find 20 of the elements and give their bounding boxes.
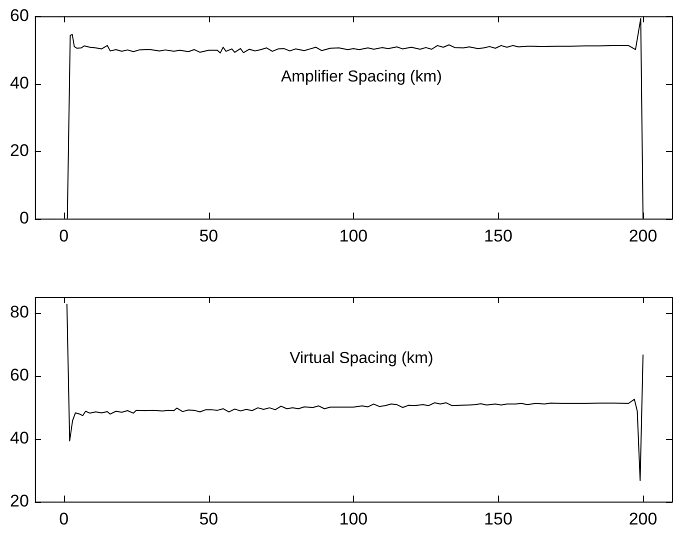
x-tick-label: 50 (199, 509, 218, 528)
x-tick-label: 50 (199, 226, 218, 246)
y-tick-label: 60 (10, 6, 29, 25)
text: Amplifier Spacing (km) (280, 68, 442, 86)
x-tick-label: 200 (628, 226, 658, 246)
y-tick-label: 20 (10, 491, 29, 510)
y-tick-label: 40 (10, 428, 29, 448)
x-tick-label: 200 (628, 509, 658, 528)
y-tick-label: 40 (10, 73, 29, 92)
y-tick-label: 80 (10, 302, 29, 322)
y-tick-label: 20 (10, 140, 29, 160)
x-tick-label: 0 (59, 509, 69, 528)
x-tick-label: 150 (484, 226, 512, 246)
x-tick-label: 100 (339, 509, 368, 528)
x-tick-label: 0 (59, 226, 69, 246)
x-tick-label: 100 (339, 226, 368, 246)
text: Virtual Spacing (km) (290, 350, 434, 367)
x-tick-label: 150 (484, 509, 512, 528)
y-tick-label: 0 (19, 208, 29, 228)
y-tick-label: 60 (10, 365, 29, 384)
